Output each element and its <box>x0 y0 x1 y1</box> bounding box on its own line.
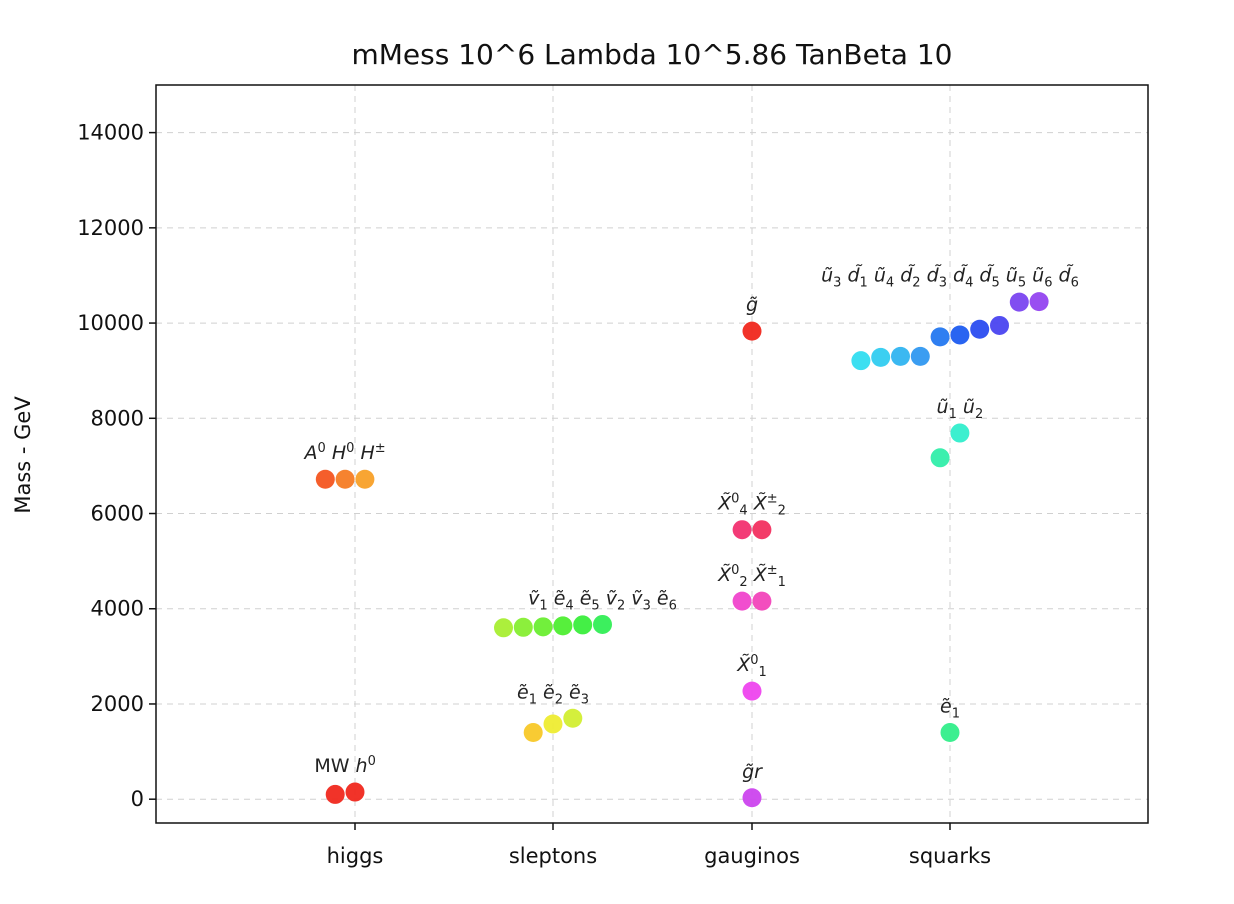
point-label: A0 H0 H± <box>303 441 386 464</box>
data-point <box>523 723 543 743</box>
data-point <box>742 321 762 341</box>
data-point <box>742 681 762 701</box>
y-axis-label: Mass - GeV <box>11 396 35 514</box>
y-tick-label: 2000 <box>91 692 144 716</box>
point-label: X̃04 X̃±2 <box>717 492 786 519</box>
data-point <box>355 469 375 489</box>
point-label: ũ3 d̃1 ũ4 d̃2 d̃3 d̃4 d̃5 ũ5 ũ6 d̃6 <box>821 264 1079 290</box>
data-point <box>1009 292 1029 312</box>
data-point <box>891 346 910 366</box>
point-label: g̃r <box>742 761 763 783</box>
point-label: ṽ1 ẽ4 ẽ5 ṽ2 ṽ3 ẽ6 <box>528 587 677 613</box>
data-point <box>930 448 950 468</box>
data-point <box>742 788 762 808</box>
y-tick-label: 6000 <box>91 502 144 526</box>
grid-lines <box>156 85 1148 823</box>
data-point <box>1029 292 1049 312</box>
y-tick-label: 14000 <box>77 121 144 145</box>
data-point <box>970 319 990 339</box>
data-point <box>950 325 970 345</box>
data-point <box>910 346 930 366</box>
data-point <box>494 618 513 638</box>
data-point <box>335 469 355 489</box>
x-axis: higgs sleptons gauginos squarks <box>327 823 991 868</box>
chart-title: mMess 10^6 Lambda 10^5.86 TanBeta 10 <box>352 38 953 71</box>
data-point <box>732 591 752 611</box>
y-tick-label: 10000 <box>77 311 144 335</box>
data-point <box>543 714 563 734</box>
data-points <box>315 292 1049 808</box>
x-tick-label-gauginos: gauginos <box>704 844 800 868</box>
data-point <box>563 708 583 728</box>
data-point <box>315 469 335 489</box>
point-label: ũ1 ũ2 <box>937 396 984 422</box>
x-tick-label-sleptons: sleptons <box>509 844 597 868</box>
data-point <box>553 616 573 636</box>
x-tick-label-higgs: higgs <box>327 844 384 868</box>
data-point <box>950 423 970 443</box>
data-point <box>752 591 772 611</box>
y-tick-label: 0 <box>131 787 144 811</box>
point-label: ẽ1 ẽ2 ẽ3 <box>517 681 589 707</box>
point-label: X̃01 <box>736 653 767 680</box>
x-tick-label-squarks: squarks <box>909 844 991 868</box>
data-point <box>573 615 593 635</box>
data-point <box>345 782 365 802</box>
point-label: X̃02 X̃±1 <box>717 563 786 590</box>
y-tick-label: 12000 <box>77 216 144 240</box>
data-point <box>533 617 553 637</box>
data-point <box>732 520 752 540</box>
data-point <box>990 315 1009 335</box>
y-axis: 0 2000 4000 6000 8000 10000 12000 14000 <box>77 121 156 811</box>
plot-frame <box>155 84 1149 824</box>
data-point <box>513 617 533 637</box>
y-tick-label: 4000 <box>91 597 144 621</box>
data-point <box>851 351 871 371</box>
data-point <box>593 614 612 634</box>
data-point <box>940 723 960 743</box>
point-label: ẽ1 <box>940 696 960 722</box>
point-labels: MW h0 A0 H0 H± ẽ1 ẽ2 ẽ3 ṽ1 ẽ4 ẽ5 ṽ2 ṽ3 ẽ6 g̃… <box>303 264 1079 783</box>
data-point <box>325 784 345 804</box>
point-label: g̃ <box>746 294 758 316</box>
y-tick-label: 8000 <box>91 406 144 430</box>
point-label: MW h0 <box>314 754 376 777</box>
data-point <box>930 327 950 347</box>
data-point <box>752 520 772 540</box>
data-point <box>871 347 891 367</box>
